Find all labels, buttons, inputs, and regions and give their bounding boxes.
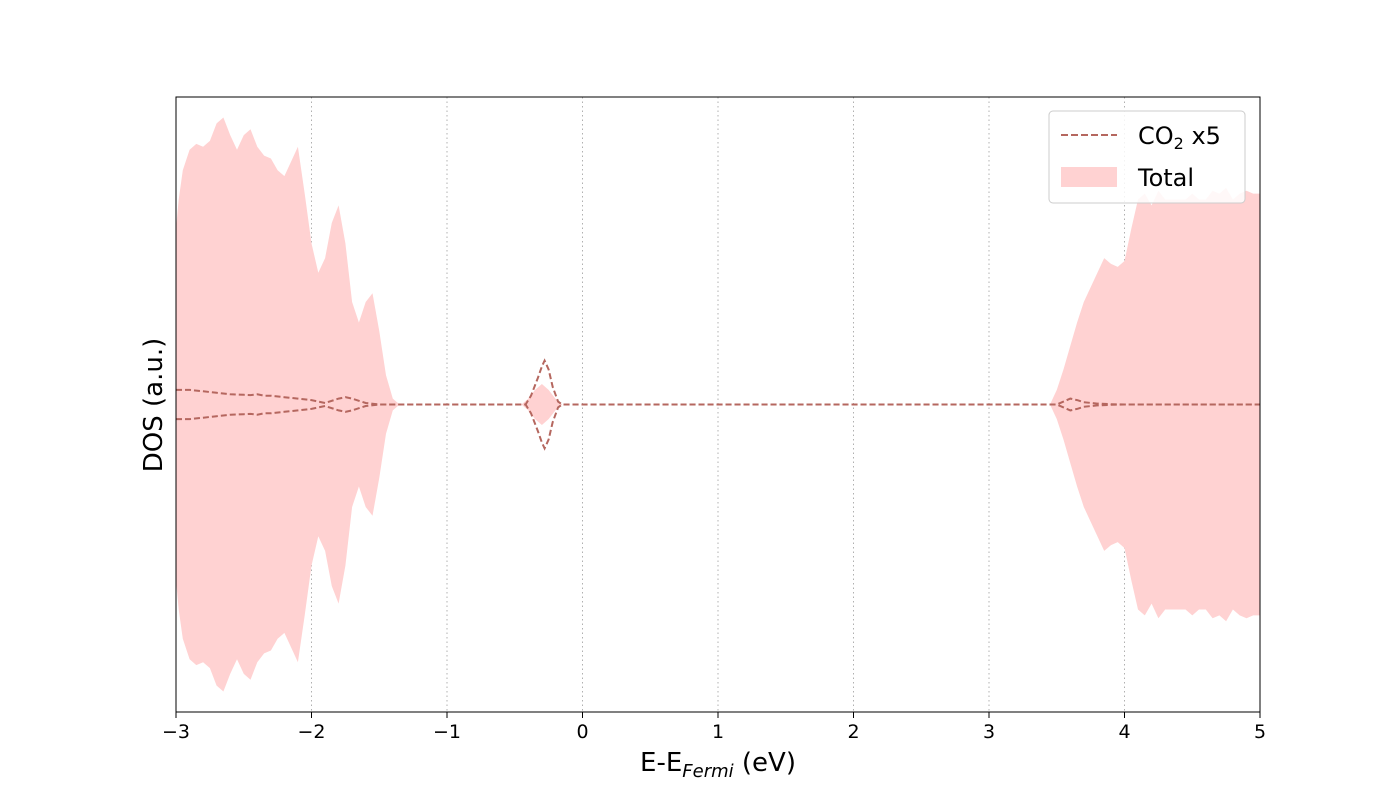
legend: CO2 x5 Total [1048,110,1246,204]
x-axis-label: E-EFermi (eV) [640,748,796,782]
x-axis-label-subscript: Fermi [682,761,733,782]
x-tick-label: 5 [1254,721,1266,743]
y-axis-label: DOS (a.u.) [139,338,169,472]
x-tick-label: 3 [983,721,995,743]
x-tick-label: −2 [297,721,325,743]
x-tick-label: 0 [576,721,588,743]
legend-total-label: Total [1137,164,1194,192]
co2-line-layer [176,358,1260,451]
x-tick-label: −3 [162,721,190,743]
x-tick-label: 2 [847,721,859,743]
legend-co2-subscript: 2 [1174,134,1184,153]
x-tick-label: 4 [1118,721,1130,743]
x-tick-label: −1 [433,721,461,743]
x-axis-ticks: −3 −2 −1 0 1 2 3 4 5 [162,712,1266,743]
legend-total-swatch [1061,167,1117,187]
co2-dos-line-lower [176,403,1260,451]
x-tick-label: 1 [712,721,724,743]
legend-co2-label: CO2 x5 [1138,122,1221,153]
